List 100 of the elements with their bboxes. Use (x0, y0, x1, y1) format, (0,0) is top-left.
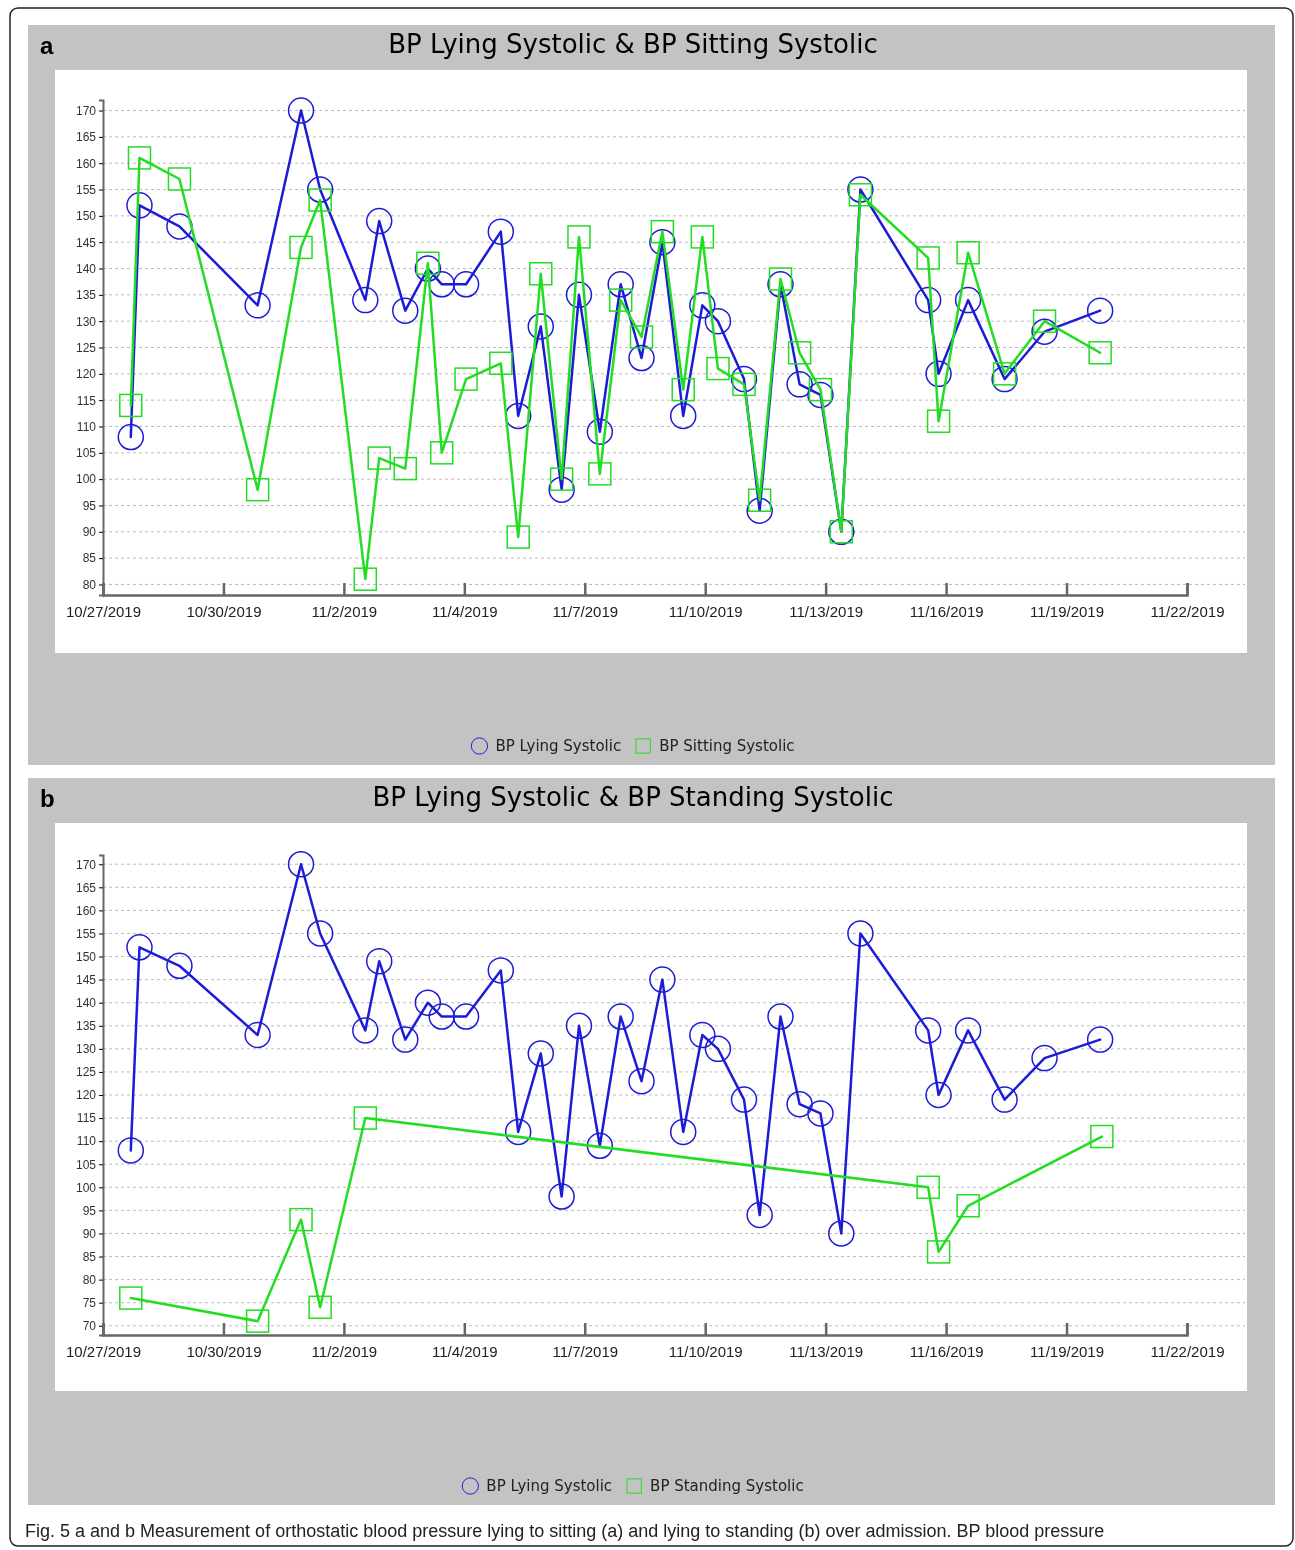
y-tick-label: 70 (82, 1319, 97, 1334)
point (991, 1086, 1018, 1113)
x-tick-label: 11/2/2019 (311, 602, 378, 620)
point (565, 281, 593, 309)
point (956, 1194, 980, 1218)
x-tick-label: 10/30/2019 (186, 602, 262, 620)
point (669, 1118, 697, 1146)
point (807, 381, 834, 409)
legend-label: BP Standing Systolic (650, 1477, 804, 1495)
point (1090, 1124, 1114, 1149)
point (787, 341, 812, 365)
point (308, 188, 332, 212)
y-tick-label: 115 (76, 393, 97, 408)
caption: Fig. 5 a and b Measurement of orthostatic blood pressure lying to sitting (a) and lying to standing (b) over admission. BP blood pressure (25, 1521, 1105, 1541)
x-tick-label: 11/22/2019 (1150, 1342, 1225, 1360)
point (504, 1118, 532, 1146)
point (393, 456, 418, 481)
x-tick-label: 11/7/2019 (552, 1342, 619, 1360)
x-tick-label: 11/4/2019 (432, 1342, 498, 1360)
point (786, 1090, 813, 1118)
y-tick-label: 105 (75, 1157, 97, 1172)
y-tick-label: 115 (76, 1111, 97, 1126)
point (914, 1017, 942, 1044)
point (548, 476, 575, 503)
text: a (40, 32, 54, 59)
text: b (40, 785, 55, 812)
point (807, 1100, 834, 1127)
x-tick-label: 10/30/2019 (186, 1342, 262, 1360)
point (489, 351, 513, 376)
y-tick-label: 95 (82, 1203, 97, 1218)
point (352, 1017, 379, 1044)
point (414, 989, 442, 1016)
y-tick-label: 110 (76, 1134, 97, 1149)
point (506, 525, 530, 549)
point (1086, 297, 1114, 324)
point (706, 356, 730, 381)
point (1088, 341, 1112, 365)
y-tick-label: 135 (75, 288, 97, 303)
point (289, 235, 313, 260)
point (306, 176, 334, 203)
point (730, 365, 758, 393)
y-tick-label: 100 (75, 472, 97, 487)
point (768, 267, 793, 291)
x-tick-label: 11/19/2019 (1030, 602, 1105, 620)
y-tick-label: 140 (75, 996, 97, 1011)
chart-title: BP Lying Systolic & BP Sitting Systolic (388, 29, 878, 59)
point (166, 952, 193, 980)
point (628, 344, 655, 372)
legend-label: BP Sitting Systolic (659, 737, 795, 755)
point (117, 1137, 145, 1164)
point (926, 409, 951, 433)
point (289, 1207, 313, 1232)
y-tick-label: 160 (75, 903, 97, 918)
x-tick-label: 11/16/2019 (909, 602, 984, 620)
point (669, 402, 697, 430)
point (392, 297, 419, 324)
point (847, 176, 874, 203)
point (414, 255, 442, 282)
y-tick-label: 125 (75, 340, 97, 355)
y-tick-label: 160 (75, 156, 97, 171)
y-tick-label: 140 (75, 261, 97, 276)
y-tick-label: 150 (75, 949, 97, 964)
point (649, 966, 676, 993)
y-tick-label: 120 (75, 367, 97, 382)
point (454, 367, 478, 391)
point (607, 271, 634, 298)
x-tick-label: 11/13/2019 (789, 602, 864, 620)
y-tick-label: 110 (76, 419, 97, 434)
point (126, 192, 153, 219)
point (167, 167, 192, 191)
x-tick-label: 11/19/2019 (1030, 1342, 1105, 1360)
point (671, 377, 695, 402)
point (704, 1035, 732, 1063)
point (608, 288, 633, 312)
point (689, 292, 716, 319)
point (119, 393, 143, 418)
point (730, 1086, 758, 1113)
point (925, 360, 952, 388)
y-tick-label: 130 (75, 1042, 97, 1057)
x-tick-label: 11/4/2019 (432, 602, 498, 620)
point (992, 362, 1017, 386)
x-tick-label: 11/2/2019 (311, 1342, 378, 1360)
point (452, 1003, 480, 1030)
y-tick-label: 90 (82, 1226, 97, 1241)
point (428, 271, 455, 298)
x-tick-label: 11/7/2019 (552, 602, 619, 620)
y-tick-label: 165 (75, 130, 97, 145)
point (767, 1003, 794, 1030)
y-tick-label: 85 (82, 551, 97, 566)
point (808, 377, 833, 402)
point (306, 920, 334, 947)
x-tick-label: 11/13/2019 (789, 1342, 864, 1360)
point (245, 1309, 270, 1333)
x-tick-label: 11/16/2019 (909, 1342, 984, 1360)
point (954, 286, 982, 314)
y-tick-label: 145 (75, 235, 97, 250)
y-tick-label: 105 (75, 446, 97, 461)
y-tick-label: 145 (75, 972, 97, 987)
point (527, 1040, 555, 1067)
y-tick-label: 155 (75, 926, 97, 941)
